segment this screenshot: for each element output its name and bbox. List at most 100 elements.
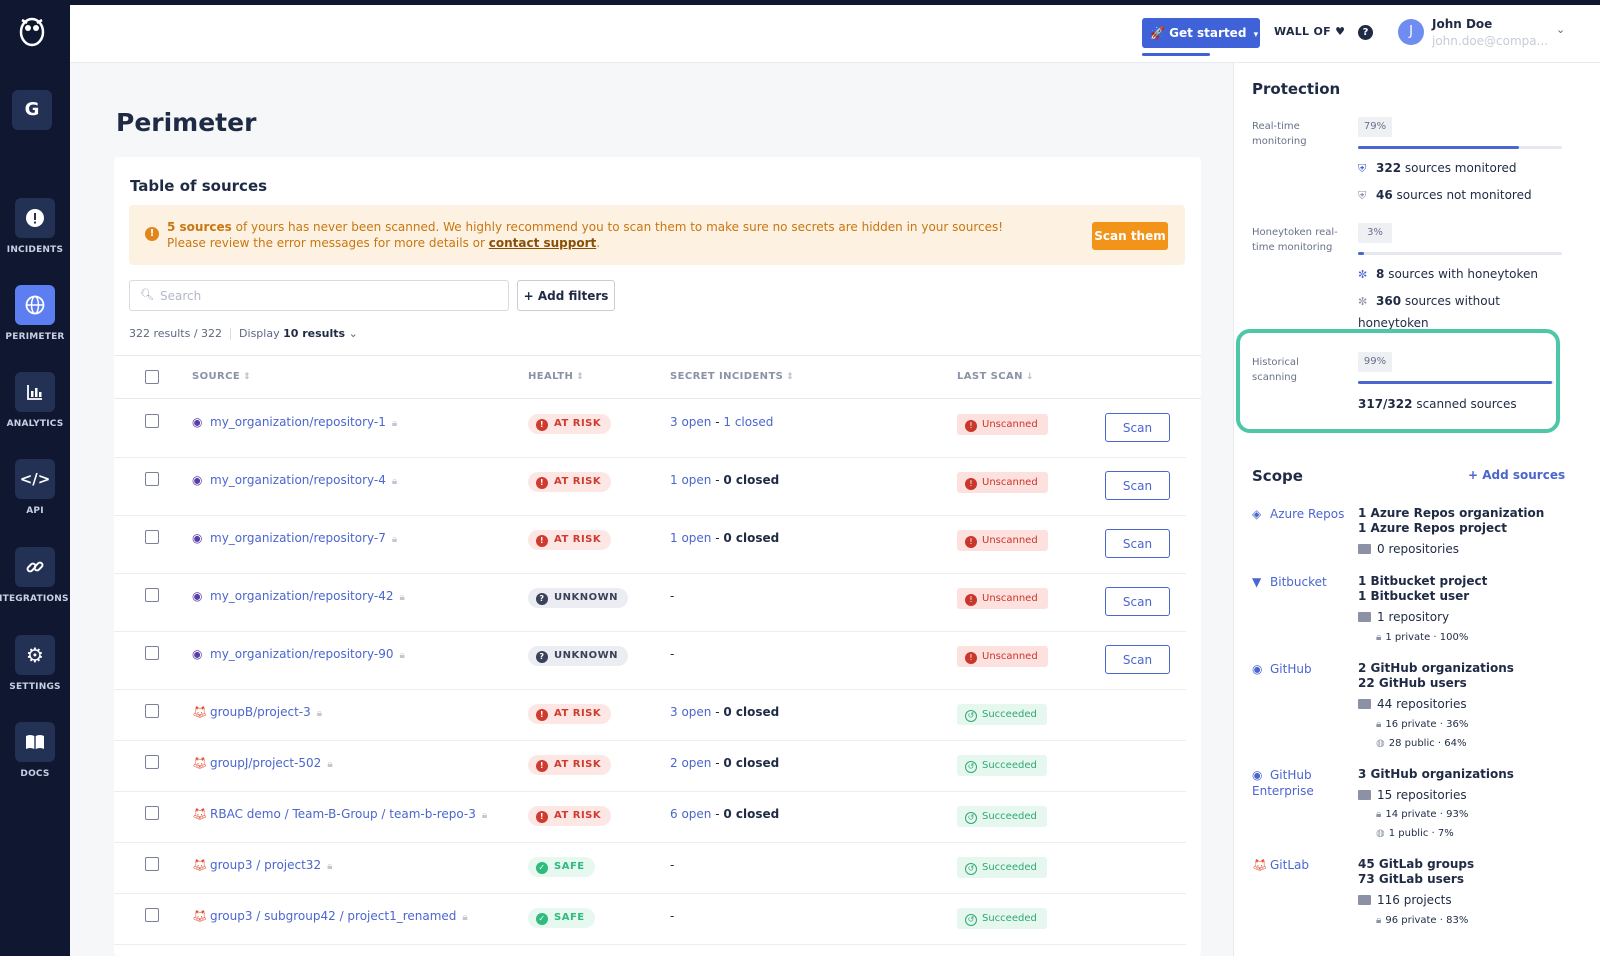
row-checkbox[interactable] (145, 588, 159, 602)
scan-status-badge: ! Unscanned (957, 530, 1048, 551)
contact-support-link[interactable]: contact support (488, 236, 597, 250)
sidebar-item-integrations[interactable]: INTEGRATIONS (0, 547, 70, 627)
scan-status-label: Unscanned (982, 535, 1038, 546)
row-checkbox[interactable] (145, 646, 159, 660)
scope-github-enterprise[interactable]: ◉ GitHub Enterprise (1252, 767, 1352, 799)
github-icon: ◉ (192, 473, 203, 487)
incidents-cell: 3 open - 1 closed (670, 415, 774, 429)
github-icon: ◉ (1252, 768, 1263, 782)
realtime-percent: 79% (1358, 117, 1392, 137)
closed-incidents: 0 closed (723, 756, 780, 770)
column-last-scan[interactable]: LAST SCAN ↓ (957, 371, 1034, 382)
azure-icon: ◈ (1252, 507, 1262, 521)
source-link[interactable]: ◉ my_organization/repository-4 🔒︎ (192, 473, 397, 487)
scan-them-button[interactable]: Scan them (1092, 222, 1168, 250)
search-box: 🔍︎ (129, 280, 509, 311)
source-link[interactable]: 🦊︎ group3 / subgroup42 / project1_renamed… (192, 909, 468, 923)
health-badge: ! AT RISK (528, 755, 612, 775)
open-incidents-link[interactable]: 1 open (670, 531, 712, 545)
incidents-cell: 1 open - 0 closed (670, 531, 780, 545)
row-checkbox[interactable] (145, 857, 159, 871)
user-name[interactable]: John Doe (1432, 17, 1493, 31)
add-filters-button[interactable]: + Add filters (517, 280, 615, 311)
source-link[interactable]: 🦊︎ groupB/project-3 🔒︎ (192, 705, 322, 719)
open-incidents-link[interactable]: 3 open (670, 705, 712, 719)
row-checkbox[interactable] (145, 755, 159, 769)
sidebar-item-docs[interactable]: DOCS (0, 722, 70, 802)
select-all-checkbox[interactable] (145, 370, 159, 384)
open-incidents-link[interactable]: 2 open (670, 756, 712, 770)
open-incidents-link[interactable]: 1 open (670, 473, 712, 487)
scan-status-badge: ↺ Succeeded (957, 857, 1047, 878)
table-row: ◉ my_organization/repository-1 🔒︎ ! AT RISK… (114, 400, 1186, 458)
scan-button[interactable]: Scan (1105, 471, 1170, 500)
scan-button[interactable]: Scan (1105, 413, 1170, 442)
wall-of-love-link[interactable]: WALL OF ♥ (1274, 25, 1345, 38)
honeytoken-percent: 3% (1358, 223, 1392, 243)
chevron-down-icon: ▾ (1253, 30, 1259, 40)
source-link[interactable]: ◉ my_organization/repository-42 🔒︎ (192, 589, 405, 603)
alert-icon: ! (536, 709, 548, 721)
scope-private: 🔒︎ 16 private · 36% (1376, 719, 1468, 730)
sources-not-monitored[interactable]: ⛨ 46 sources not monitored (1358, 188, 1532, 203)
scope-azure-repos[interactable]: ◈ Azure Repos (1252, 506, 1352, 522)
scope-github[interactable]: ◉ GitHub (1252, 661, 1352, 677)
gitlab-icon: 🦊︎ (1252, 858, 1268, 872)
row-checkbox[interactable] (145, 414, 159, 428)
row-checkbox[interactable] (145, 472, 159, 486)
scan-button[interactable]: Scan (1105, 587, 1170, 616)
scan-button[interactable]: Scan (1105, 529, 1170, 558)
owl-logo-icon[interactable] (15, 14, 49, 50)
scope-bitbucket[interactable]: ▼ Bitbucket (1252, 574, 1352, 590)
row-checkbox[interactable] (145, 530, 159, 544)
alert-icon: ! (965, 652, 977, 664)
scanned-sources[interactable]: 317/322 scanned sources (1358, 397, 1517, 411)
help-icon[interactable]: ? (1358, 25, 1373, 40)
scope-gitlab[interactable]: 🦊︎ GitLab (1252, 857, 1352, 873)
source-link[interactable]: ◉ my_organization/repository-7 🔒︎ (192, 531, 397, 545)
plus-icon: + (523, 288, 538, 303)
sidebar-item-api[interactable]: </> API (0, 459, 70, 539)
source-link[interactable]: ◉ my_organization/repository-90 🔒︎ (192, 647, 405, 661)
source-link[interactable]: 🦊︎ group3 / project32 🔒︎ (192, 858, 332, 872)
sidebar-item-settings[interactable]: ⚙ SETTINGS (0, 635, 70, 715)
source-link[interactable]: 🦊︎ groupJ/project-502 🔒︎ (192, 756, 333, 770)
source-link[interactable]: ◉ my_organization/repository-1 🔒︎ (192, 415, 397, 429)
get-started-button[interactable]: 🚀 Get started ▾ (1142, 18, 1260, 48)
add-sources-link[interactable]: + Add sources (1468, 468, 1565, 482)
sources-without-honeytoken[interactable]: ✼ 360 sources without (1358, 294, 1500, 308)
display-select[interactable]: Display 10 results ⌄ (239, 327, 358, 340)
sources-with-honeytoken[interactable]: ✼ 8 sources with honeytoken (1358, 267, 1538, 281)
row-checkbox[interactable] (145, 704, 159, 718)
row-checkbox[interactable] (145, 908, 159, 922)
source-link[interactable]: 🦊︎ RBAC demo / Team-B-Group / team-b-repo… (192, 807, 487, 821)
sources-monitored[interactable]: ⛨ 322 sources monitored (1358, 161, 1517, 176)
open-incidents-link[interactable]: 6 open (670, 807, 712, 821)
folder-icon (1358, 895, 1371, 905)
column-source[interactable]: SOURCE ⇕ (192, 371, 251, 382)
column-secret-incidents[interactable]: SECRET INCIDENTS ⇕ (670, 371, 794, 382)
chevron-down-icon[interactable]: ⌄ (1556, 23, 1566, 36)
avatar[interactable]: J (1398, 19, 1424, 45)
warning-icon: ! (145, 227, 159, 241)
closed-incidents-link[interactable]: 1 closed (723, 415, 774, 429)
scan-status-label: Unscanned (982, 593, 1038, 604)
private-count: 16 private · 36% (1385, 719, 1469, 730)
lock-icon: 🔒︎ (391, 534, 398, 545)
github-icon: ◉ (192, 415, 203, 429)
folder-icon (1358, 544, 1371, 554)
scan-button[interactable]: Scan (1105, 645, 1170, 674)
shield-off-icon: ⛨ (1358, 189, 1367, 202)
rocket-icon: 🚀 (1150, 26, 1165, 40)
alert-icon: ! (536, 535, 548, 547)
sort-icon: ⇕ (243, 372, 252, 382)
sidebar-item-perimeter[interactable]: PERIMETER (0, 285, 70, 365)
search-input[interactable] (160, 286, 490, 306)
sidebar-item-analytics[interactable]: ANALYTICS (0, 372, 70, 452)
open-incidents-link[interactable]: 3 open (670, 415, 712, 429)
scan-status-label: Succeeded (982, 862, 1037, 873)
column-health[interactable]: HEALTH ⇕ (528, 371, 584, 382)
workspace-switcher[interactable]: G (12, 90, 52, 130)
row-checkbox[interactable] (145, 806, 159, 820)
sidebar-item-incidents[interactable]: INCIDENTS (0, 198, 70, 278)
